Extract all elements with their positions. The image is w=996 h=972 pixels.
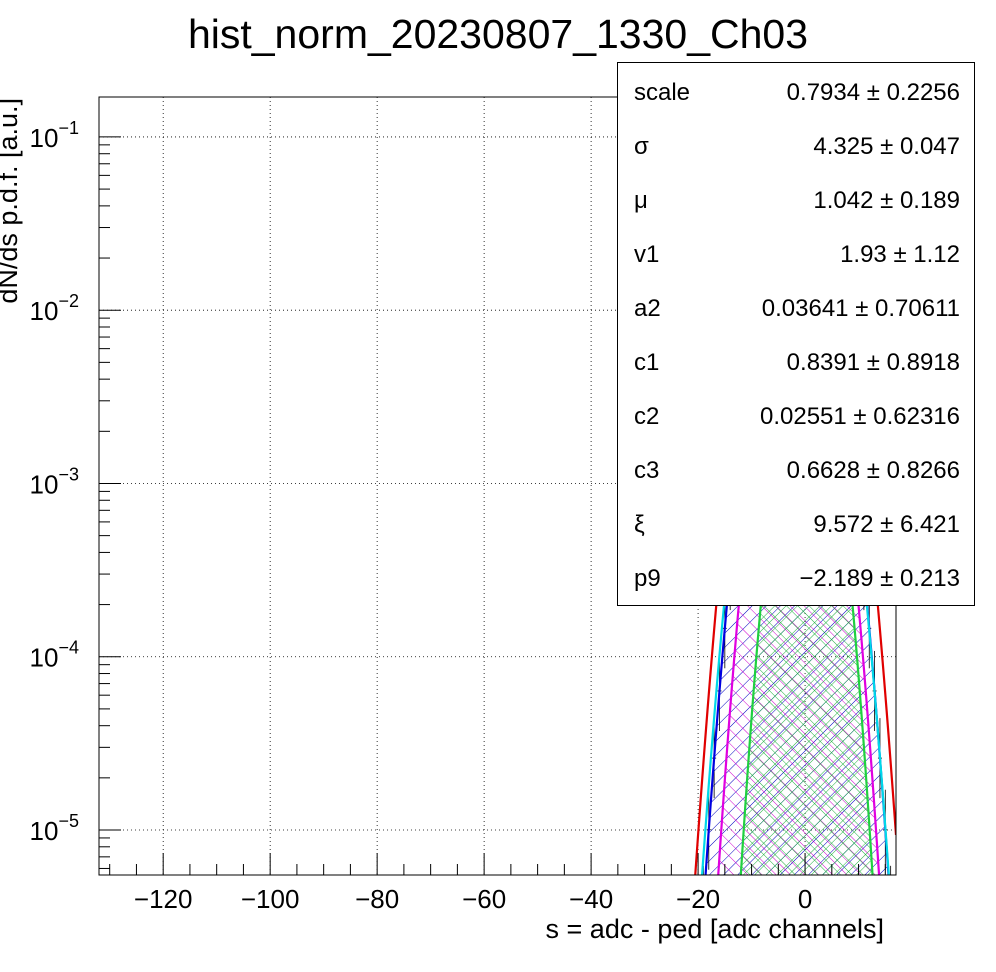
x-tick-label: −80	[355, 884, 399, 914]
x-axis: −120 −100 −80 −60 −40 −20 0	[109, 853, 886, 914]
x-axis-label: s = adc - ped [adc channels]	[546, 914, 884, 944]
stats-row: a2 0.03641 ± 0.70611	[618, 279, 976, 333]
stats-param-value: 0.6628 ± 0.8266	[786, 457, 960, 484]
y-axis: 10−5 10−4 10−3 10−2 10−1	[30, 118, 121, 869]
stats-param-value: 1.93 ± 1.12	[840, 241, 960, 268]
y-tick-label: 10−5	[30, 811, 79, 846]
stats-param-name: a2	[634, 295, 661, 322]
stats-param-value: 0.03641 ± 0.70611	[761, 295, 960, 322]
stats-param-name: σ	[634, 133, 649, 160]
stats-row: c2 0.02551 ± 0.62316	[618, 387, 976, 441]
stats-row: σ 4.325 ± 0.047	[618, 117, 976, 171]
y-tick-label: 10−1	[30, 118, 79, 153]
stats-param-value: 0.7934 ± 0.2256	[786, 79, 960, 106]
y-axis-label: dN/ds p.d.f. [a.u.]	[0, 98, 23, 304]
stats-param-name: c3	[634, 457, 660, 484]
stats-row: c3 0.6628 ± 0.8266	[618, 441, 976, 495]
stats-param-value: 1.042 ± 0.189	[813, 187, 960, 214]
stats-param-name: μ	[634, 187, 648, 214]
fit-stats-box: scale 0.7934 ± 0.2256 σ 4.325 ± 0.047 μ 1.042…	[617, 62, 975, 606]
stats-param-value: −2.189 ± 0.213	[799, 565, 960, 592]
stats-param-value: 0.02551 ± 0.62316	[759, 403, 960, 430]
stats-param-name: ξ	[634, 511, 645, 538]
stats-row: c1 0.8391 ± 0.8918	[618, 333, 976, 387]
stats-param-name: v1	[634, 241, 660, 268]
stats-param-name: p9	[634, 565, 661, 592]
stats-row: ξ 9.572 ± 6.421	[618, 495, 976, 549]
stats-row: scale 0.7934 ± 0.2256	[618, 63, 976, 117]
x-tick-label: −40	[569, 884, 613, 914]
stats-param-value: 0.8391 ± 0.8918	[786, 349, 960, 376]
y-tick-label: 10−4	[30, 638, 79, 673]
x-tick-label: −120	[134, 884, 193, 914]
y-tick-label: 10−2	[30, 291, 79, 326]
stats-param-name: scale	[634, 79, 691, 106]
stats-param-name: c2	[634, 403, 660, 430]
hatched-area	[736, 351, 876, 875]
stats-row: μ 1.042 ± 0.189	[618, 171, 976, 225]
stats-row: p9 −2.189 ± 0.213	[618, 549, 976, 603]
x-tick-label: −20	[676, 884, 720, 914]
y-tick-label: 10−3	[30, 464, 79, 499]
stats-param-name: c1	[634, 349, 660, 376]
x-tick-label: −100	[241, 884, 300, 914]
stats-param-value: 4.325 ± 0.047	[813, 133, 960, 160]
stats-row: v1 1.93 ± 1.12	[618, 225, 976, 279]
chart-title: hist_norm_20230807_1330_Ch03	[188, 11, 808, 57]
stats-param-value: 9.572 ± 6.421	[813, 511, 960, 538]
x-tick-label: 0	[798, 884, 812, 914]
x-tick-label: −60	[462, 884, 506, 914]
